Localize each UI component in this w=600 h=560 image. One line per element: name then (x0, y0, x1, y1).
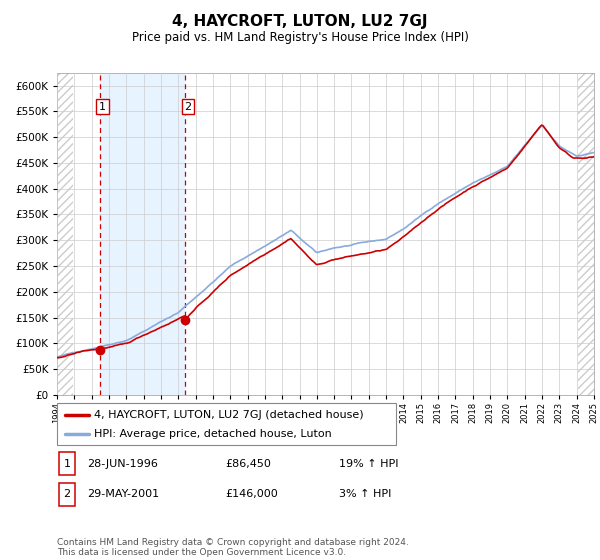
FancyBboxPatch shape (57, 403, 396, 445)
Text: HPI: Average price, detached house, Luton: HPI: Average price, detached house, Luto… (94, 429, 332, 439)
FancyBboxPatch shape (59, 452, 75, 475)
Text: 19% ↑ HPI: 19% ↑ HPI (339, 459, 398, 469)
Text: 3% ↑ HPI: 3% ↑ HPI (339, 489, 391, 500)
Text: 1: 1 (99, 101, 106, 111)
Bar (100, 73, 185, 395)
Text: 2: 2 (184, 101, 191, 111)
Text: 29-MAY-2001: 29-MAY-2001 (87, 489, 159, 500)
Text: £146,000: £146,000 (225, 489, 278, 500)
FancyBboxPatch shape (59, 483, 75, 506)
Text: 1: 1 (64, 459, 70, 469)
Text: 4, HAYCROFT, LUTON, LU2 7GJ (detached house): 4, HAYCROFT, LUTON, LU2 7GJ (detached ho… (94, 409, 364, 419)
Text: £86,450: £86,450 (225, 459, 271, 469)
Text: Contains HM Land Registry data © Crown copyright and database right 2024.
This d: Contains HM Land Registry data © Crown c… (57, 538, 409, 557)
Text: 2: 2 (64, 489, 70, 500)
Bar (578, 73, 600, 395)
Text: Price paid vs. HM Land Registry's House Price Index (HPI): Price paid vs. HM Land Registry's House … (131, 31, 469, 44)
Bar (57, 73, 73, 395)
Text: 4, HAYCROFT, LUTON, LU2 7GJ: 4, HAYCROFT, LUTON, LU2 7GJ (172, 14, 428, 29)
Text: 28-JUN-1996: 28-JUN-1996 (87, 459, 158, 469)
